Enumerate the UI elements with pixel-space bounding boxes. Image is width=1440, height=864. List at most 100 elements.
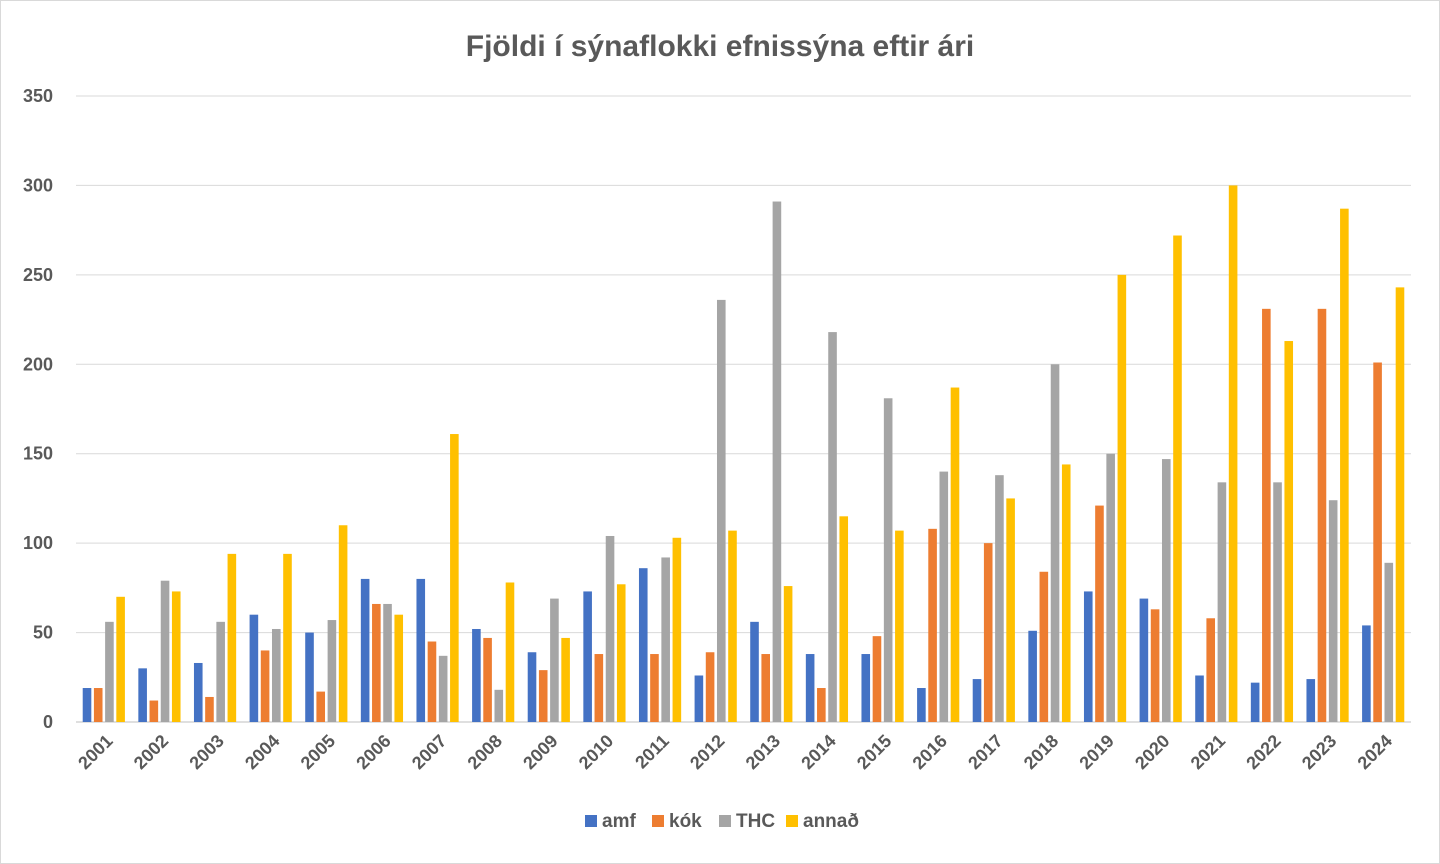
legend-swatch-amf: [585, 815, 597, 827]
x-tick-label: 2017: [964, 731, 1006, 773]
bar-kók-2002: [149, 700, 159, 722]
x-tick-label: 2019: [1075, 731, 1117, 773]
chart-title: Fjöldi í sýnaflokki efnissýna eftir ári: [466, 30, 975, 63]
bar-amf-2019: [1083, 591, 1093, 722]
legend-label-amf: amf: [602, 811, 636, 832]
bar-THC-2015: [883, 398, 893, 722]
bar-kók-2015: [872, 636, 882, 722]
y-tick-label: 300: [23, 175, 53, 195]
bar-annað-2017: [1006, 498, 1015, 722]
bar-amf-2009: [527, 652, 537, 722]
bar-annað-2020: [1173, 235, 1182, 722]
bar-annað-2014: [839, 516, 849, 722]
x-tick-label: 2003: [185, 731, 227, 773]
x-tick-label: 2015: [853, 731, 895, 773]
x-tick-label: 2012: [686, 731, 728, 773]
bar-annað-2002: [171, 591, 181, 722]
bar-annað-2001: [116, 596, 125, 722]
bar-annað-2015: [895, 530, 904, 722]
y-tick-label: 200: [23, 354, 53, 374]
x-tick-label: 2014: [797, 731, 839, 773]
bar-THC-2022: [1273, 482, 1282, 722]
bar-amf-2022: [1250, 682, 1260, 722]
bar-amf-2016: [917, 688, 926, 722]
y-tick-label: 100: [23, 533, 53, 553]
x-tick-label: 2018: [1020, 731, 1062, 773]
legend-label-annað: annað: [803, 811, 859, 832]
bar-annað-2019: [1117, 274, 1127, 722]
bar-amf-2005: [305, 632, 314, 722]
x-tick-label: 2024: [1354, 731, 1396, 773]
bar-kók-2007: [427, 641, 437, 722]
x-tick-label: 2020: [1131, 731, 1173, 773]
bar-amf-2023: [1306, 679, 1316, 722]
y-axis: 0 50 100 150 200 250 300 350: [23, 86, 53, 732]
bar-THC-2009: [550, 598, 559, 722]
bar-amf-2008: [472, 628, 481, 722]
bar-THC-2008: [494, 689, 504, 722]
bar-annað-2024: [1395, 287, 1405, 722]
bar-amf-2003: [193, 662, 203, 722]
legend-swatch-annað: [786, 815, 798, 827]
bar-THC-2021: [1217, 482, 1227, 722]
x-tick-label: 2013: [742, 731, 784, 773]
bar-annað-2010: [616, 584, 626, 722]
bar-amf-2017: [972, 679, 982, 722]
legend: amf kók THC annað: [585, 811, 859, 832]
gridlines: [76, 95, 1411, 723]
bar-THC-2020: [1161, 459, 1171, 722]
bar-kók-2006: [372, 603, 381, 722]
bar-THC-2018: [1050, 364, 1060, 722]
bar-kók-2011: [650, 654, 659, 722]
bar-kók-2014: [817, 688, 826, 722]
x-tick-label: 2009: [519, 731, 561, 773]
bar-annað-2021: [1228, 185, 1238, 722]
y-tick-label: 350: [23, 86, 53, 106]
bar-annað-2003: [227, 553, 237, 722]
bar-THC-2011: [661, 557, 670, 722]
bar-amf-2001: [82, 688, 92, 722]
bar-kók-2018: [1039, 571, 1049, 722]
bar-kók-2013: [761, 654, 771, 722]
y-tick-label: 150: [23, 444, 53, 464]
bar-annað-2004: [283, 553, 292, 722]
bar-annað-2008: [505, 582, 515, 722]
bar-annað-2011: [672, 537, 682, 722]
bar-amf-2006: [360, 578, 370, 722]
bar-THC-2013: [772, 201, 782, 723]
legend-swatch-THC: [719, 815, 731, 827]
bar-THC-2016: [939, 471, 949, 722]
x-tick-label: 2011: [631, 731, 673, 773]
x-axis: 2001 2002 2003 2004 2005 2006 2007 2008 2009 2010…: [74, 731, 1396, 773]
bar-annað-2007: [450, 434, 459, 722]
bar-amf-2012: [694, 675, 704, 722]
x-tick-label: 2002: [130, 731, 172, 773]
bar-kók-2016: [928, 528, 937, 722]
bar-annað-2023: [1340, 208, 1349, 722]
bar-annað-2012: [728, 530, 737, 722]
bar-annað-2009: [561, 637, 570, 722]
legend-label-THC: THC: [736, 811, 775, 832]
bar-amf-2020: [1139, 598, 1149, 722]
bar-annað-2016: [950, 387, 960, 722]
bar-amf-2004: [249, 614, 259, 722]
y-tick-label: 50: [33, 623, 53, 643]
bar-amf-2013: [750, 621, 759, 722]
bar-amf-2021: [1195, 675, 1204, 722]
bar-annað-2005: [338, 525, 348, 722]
x-tick-label: 2007: [408, 731, 450, 773]
bar-amf-2014: [805, 654, 815, 722]
y-tick-label: 0: [43, 712, 53, 732]
bar-amf-2010: [583, 591, 592, 722]
bar-THC-2012: [716, 299, 726, 722]
bar-THC-2003: [216, 621, 225, 722]
bars: [82, 185, 1405, 723]
bar-THC-2024: [1384, 562, 1394, 722]
x-tick-label: 2021: [1187, 731, 1229, 773]
x-tick-label: 2005: [297, 731, 339, 773]
bar-kók-2008: [483, 637, 492, 722]
x-tick-label: 2006: [352, 731, 394, 773]
bar-THC-2017: [995, 475, 1004, 722]
